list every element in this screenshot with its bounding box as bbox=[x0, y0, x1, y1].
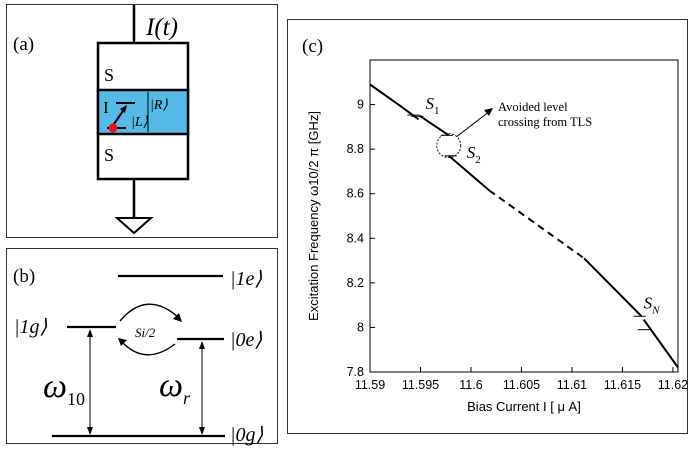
annotation-arrow bbox=[456, 110, 491, 137]
plot-frame bbox=[369, 59, 679, 373]
frequency-chart: (c) 11.59 11.595 11.6 11.605 11.61 11.615 11.6… bbox=[302, 36, 689, 414]
series-segment-2 bbox=[418, 114, 450, 137]
x-tick-label: 11.6 bbox=[459, 378, 482, 392]
x-tick-label: 11.595 bbox=[402, 378, 439, 392]
current-label: I(t) bbox=[145, 14, 178, 41]
series-segment-6 bbox=[642, 319, 679, 369]
series-segment-4 bbox=[488, 189, 585, 260]
top-superconductor-label: S bbox=[104, 65, 114, 85]
y-tick-label: 9 bbox=[357, 98, 364, 112]
panel-b-label: (b) bbox=[13, 266, 35, 287]
panel-b: (b) |1e⟩ |1g⟩ |0e⟩ |0g⟩ Si/2 ω10 ωr bbox=[6, 248, 278, 446]
arrow-head-icon bbox=[87, 427, 93, 435]
arrow-head-icon bbox=[118, 338, 127, 346]
data-series bbox=[369, 83, 679, 369]
annotation-line-1: Avoided level bbox=[498, 100, 568, 114]
y-axis-label: Excitation Frequency ω10/2 π [GHz] bbox=[306, 111, 321, 321]
y-tick-label: 8.8 bbox=[347, 142, 364, 156]
coupling-arrow-lower bbox=[120, 340, 176, 356]
coupling-arrow-upper bbox=[119, 303, 180, 322]
y-tick-label: 7.8 bbox=[347, 365, 364, 379]
coupling-label: Si/2 bbox=[135, 325, 156, 340]
omega-r-label: ωr bbox=[159, 367, 191, 408]
x-tick-label: 11.615 bbox=[604, 378, 641, 392]
arrow-head-icon bbox=[199, 341, 205, 349]
y-tick-label: 8.6 bbox=[347, 187, 364, 201]
panel-c-label: (c) bbox=[302, 36, 323, 57]
y-tick-label: 8 bbox=[357, 320, 364, 334]
y-tick-label: 8.4 bbox=[347, 231, 364, 245]
panel-c: (c) 11.59 11.595 11.6 11.605 11.61 11.615 11.6… bbox=[287, 19, 688, 434]
energy-level-diagram: (b) |1e⟩ |1g⟩ |0e⟩ |0g⟩ Si/2 ω10 ωr bbox=[13, 266, 263, 446]
level-0e-label: |0e⟩ bbox=[230, 329, 262, 351]
state-r-label: |R⟩ bbox=[150, 98, 168, 113]
annotation-line-2: crossing from TLS bbox=[498, 115, 592, 129]
level-1g-label: |1g⟩ bbox=[14, 316, 47, 338]
arrow-head-icon bbox=[484, 108, 493, 116]
defect-dot bbox=[108, 123, 118, 133]
level-1e-label: |1e⟩ bbox=[230, 268, 262, 290]
ground-icon bbox=[114, 217, 154, 235]
sn-label: SN bbox=[644, 293, 661, 316]
arrow-head-icon bbox=[173, 313, 182, 322]
arrow-head-icon bbox=[120, 105, 127, 113]
series-segment-1 bbox=[369, 83, 420, 121]
x-tick-label: 11.605 bbox=[503, 378, 540, 392]
s2-label: S2 bbox=[467, 143, 481, 166]
x-tick-label: 11.59 bbox=[355, 378, 385, 392]
y-tick-label: 8.2 bbox=[347, 276, 364, 290]
series-segment-3 bbox=[448, 155, 490, 192]
x-tick-label: 11.61 bbox=[557, 378, 587, 392]
x-axis-label: Bias Current I [ μ A] bbox=[467, 399, 581, 414]
insulator-label: I bbox=[103, 98, 109, 117]
panel-a: (a) I(t) S S I |R⟩ |L⟩ bbox=[6, 4, 278, 238]
state-l-label: |L⟩ bbox=[131, 115, 149, 130]
junction-schematic: (a) I(t) S S I |R⟩ |L⟩ bbox=[13, 5, 190, 235]
axis-ticks: 11.59 11.595 11.6 11.605 11.61 11.615 11.62 7.8… bbox=[347, 98, 689, 392]
arrow-head-icon bbox=[199, 427, 205, 435]
bottom-superconductor-label: S bbox=[104, 145, 114, 165]
omega-10-label: ω10 bbox=[43, 368, 85, 409]
arrow-head-icon bbox=[87, 329, 93, 337]
x-tick-label: 11.62 bbox=[658, 378, 688, 392]
splitting-markers bbox=[407, 114, 650, 331]
s1-label: S1 bbox=[425, 94, 439, 117]
panel-a-label: (a) bbox=[13, 34, 34, 55]
series-segment-5 bbox=[583, 257, 643, 318]
crossing-highlight-circle bbox=[436, 133, 462, 159]
level-0g-label: |0g⟩ bbox=[230, 424, 263, 446]
